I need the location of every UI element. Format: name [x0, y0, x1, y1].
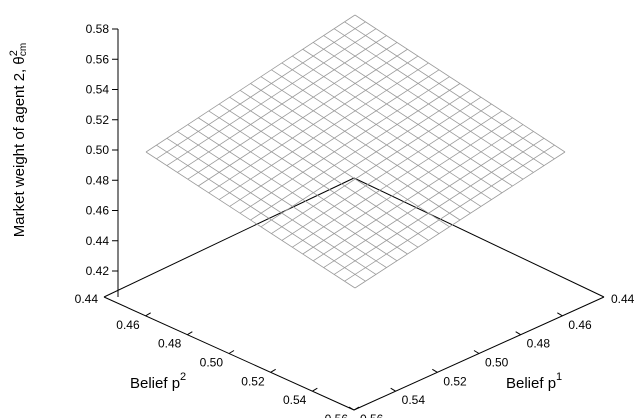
x-tick-label: 0.46: [116, 318, 140, 332]
surface-mesh-line: [218, 103, 429, 241]
surface-mesh-line: [271, 96, 482, 234]
surface-mesh-line: [156, 144, 366, 282]
y-tick-mark: [348, 406, 355, 411]
surface-mesh-line: [166, 137, 377, 275]
x-tick-mark: [270, 368, 276, 373]
surface-mesh-line: [145, 151, 356, 289]
surface-mesh-line: [312, 124, 524, 262]
x-tick-mark: [228, 350, 235, 354]
y-tick-mark: [432, 368, 438, 373]
x-corner-tick-label: 0.44: [75, 292, 99, 306]
y-tick-mark: [515, 331, 521, 336]
surface-mesh-line: [250, 83, 461, 221]
z-axis-title: Market weight of agent 2, θ2cm: [8, 43, 29, 237]
surface-mesh-line: [333, 137, 545, 275]
x-tick-label: 0.50: [200, 356, 224, 370]
z-tick-label: 0.54: [86, 83, 110, 97]
surface-mesh-line: [323, 131, 534, 268]
surface-mesh-line: [302, 117, 513, 255]
z-tick-label: 0.58: [86, 22, 110, 36]
y-tick-mark: [390, 387, 396, 392]
x-tick-mark: [145, 312, 151, 317]
y-tick-label: 0.52: [443, 374, 467, 388]
surface-mesh-line: [177, 131, 387, 268]
x-tick-label: 0.56: [325, 412, 349, 418]
surface-mesh-line: [354, 151, 566, 289]
tick-labels: 0.42 0.44 0.46 0.48 0.50 0.52 0.54 0.56 0.58 0.46…: [75, 22, 635, 418]
surface-mesh-line: [260, 90, 471, 228]
y-tick-label: 0.56: [360, 412, 384, 418]
y-tick-mark: [557, 312, 563, 317]
surface-mesh-line: [208, 110, 419, 248]
surface-mesh-line: [187, 124, 398, 262]
z-tick-label: 0.42: [86, 264, 110, 278]
y-corner-tick-label: 0.44: [611, 292, 635, 306]
surface-mesh-line: [292, 110, 503, 248]
x-tick-label: 0.54: [283, 393, 307, 407]
z-tick-label: 0.50: [86, 143, 110, 157]
z-tick-label: 0.52: [86, 113, 110, 127]
z-tick-label: 0.48: [86, 173, 110, 187]
x-tick-mark: [187, 331, 193, 336]
surface-mesh-line: [198, 117, 408, 255]
back-right-floor-edge: [353, 177, 605, 298]
y-tick-label: 0.46: [568, 318, 592, 332]
y-tick-label: 0.50: [485, 356, 509, 370]
surface-mesh-line: [344, 144, 555, 282]
x-axis-title: Belief p2: [130, 371, 186, 392]
surface-mesh-line: [229, 96, 440, 234]
z-tick-label: 0.56: [86, 52, 110, 66]
y-tick-mark: [473, 350, 480, 354]
x-tick-mark: [353, 406, 360, 411]
x-tick-mark: [312, 387, 318, 392]
chart-axes: [103, 28, 605, 411]
surface-mesh-line: [281, 103, 492, 241]
x-tick-label: 0.48: [158, 337, 182, 351]
x-tick-label: 0.52: [241, 374, 265, 388]
z-tick-label: 0.44: [86, 234, 110, 248]
y-tick-label: 0.48: [527, 337, 551, 351]
y-axis-title: Belief p1: [506, 371, 562, 392]
surface-mesh: [145, 14, 566, 289]
z-tick-label: 0.46: [86, 204, 110, 218]
surface-mesh-line: [239, 90, 450, 228]
y-tick-label: 0.54: [402, 393, 426, 407]
back-left-floor-edge: [103, 177, 355, 298]
